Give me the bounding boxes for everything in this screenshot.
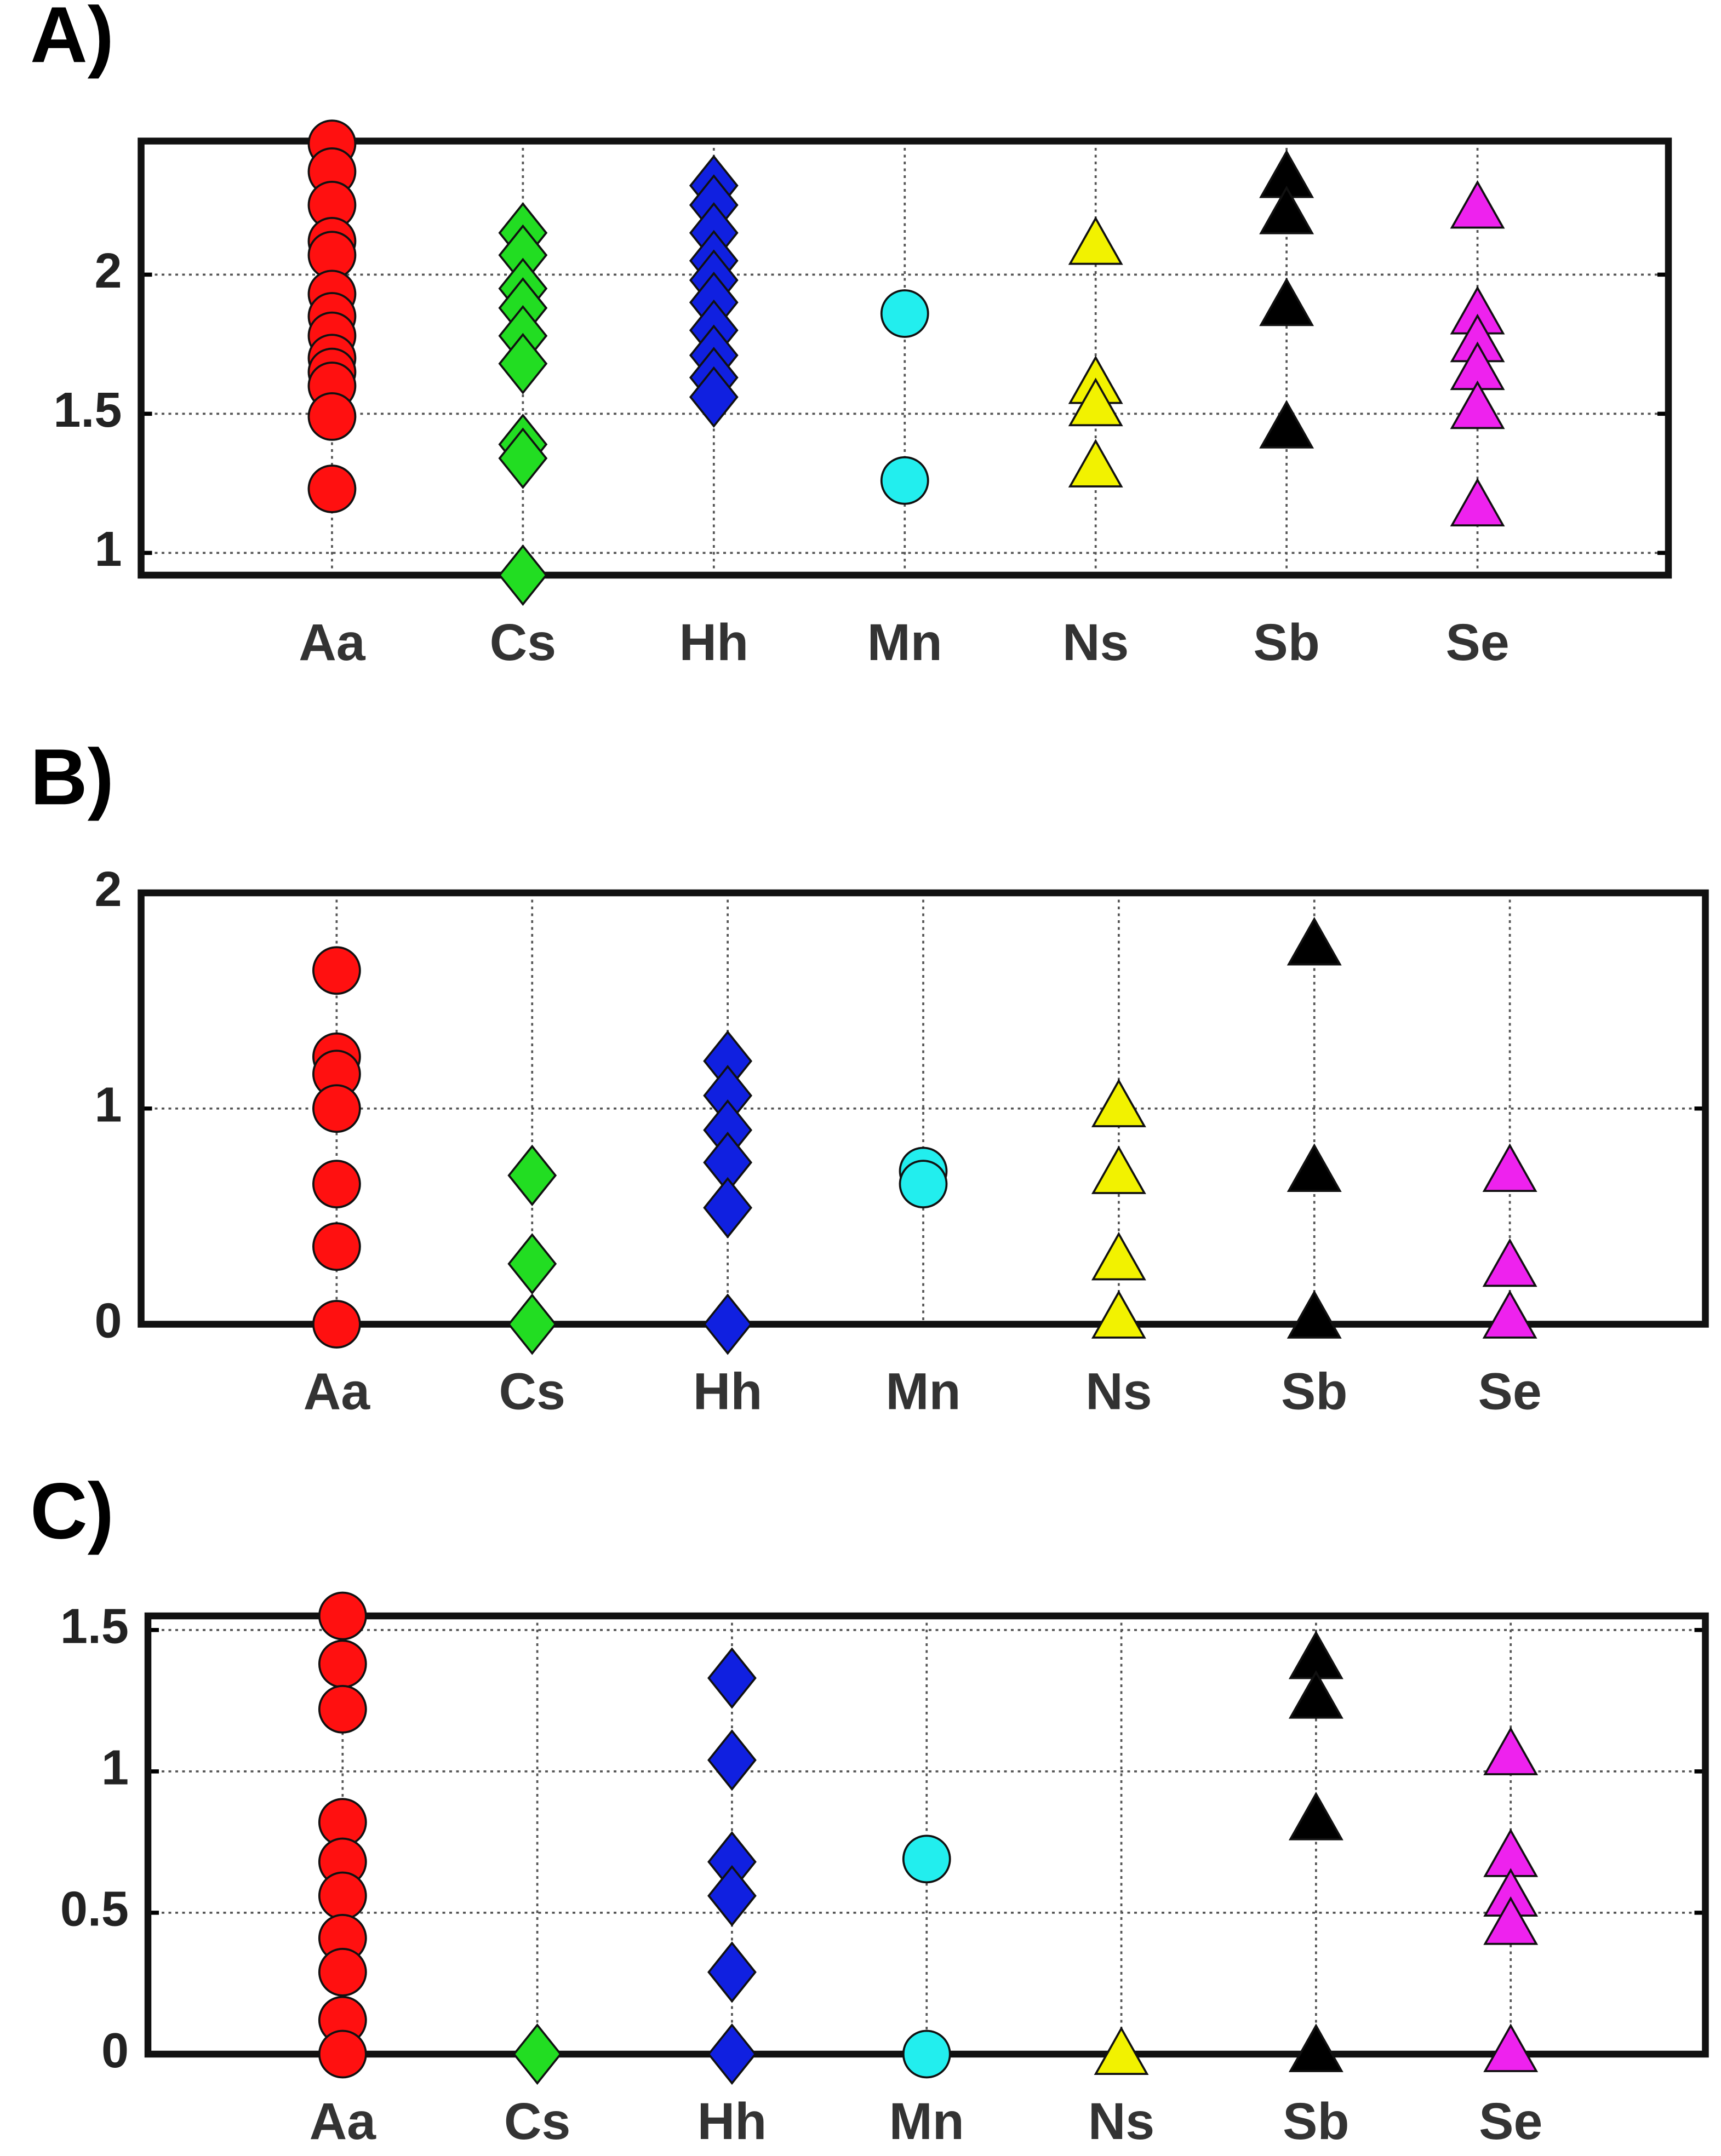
point (1483, 2023, 1539, 2072)
point (880, 289, 929, 338)
y-tick-label: 1 (101, 1741, 129, 1796)
point (318, 1947, 367, 1997)
point (307, 465, 357, 513)
point (1288, 2023, 1343, 2072)
point (1068, 216, 1123, 265)
point (312, 1084, 361, 1133)
point (1068, 377, 1123, 427)
point (1094, 2026, 1149, 2075)
x-tick-label: Mn (885, 1363, 960, 1421)
point (1287, 1290, 1342, 1339)
x-tick-label: Aa (299, 613, 366, 672)
x-tick-label: Sb (1281, 1363, 1347, 1421)
y-tick-label: 0 (101, 2023, 129, 2078)
x-tick-label: Cs (499, 1363, 565, 1421)
y-tick-label: 1 (94, 522, 122, 577)
plot-frame (138, 889, 1709, 1328)
x-tick-label: Ns (1085, 1363, 1152, 1421)
point (1287, 916, 1342, 966)
point (498, 332, 548, 395)
y-tick-label: 1.5 (53, 383, 122, 438)
point (498, 544, 548, 606)
x-tick-label: Aa (304, 1363, 371, 1421)
point (312, 946, 361, 995)
point (507, 1233, 557, 1295)
point (318, 1591, 367, 1641)
y-tick-label: 2 (94, 244, 122, 299)
x-tick-label: Ns (1088, 2092, 1154, 2151)
point (1287, 1143, 1342, 1192)
point (512, 2023, 562, 2085)
point (1450, 478, 1505, 526)
point (318, 2029, 367, 2079)
point (318, 1684, 367, 1734)
x-tick-label: Aa (310, 2092, 377, 2151)
point (1091, 1231, 1146, 1281)
point (902, 2029, 951, 2079)
point (1483, 1727, 1539, 1775)
point (1483, 1896, 1539, 1945)
x-tick-label: Ns (1062, 613, 1129, 672)
point (880, 456, 929, 505)
y-tick-label: 2 (94, 862, 122, 917)
point (703, 1177, 753, 1239)
x-tick-label: Cs (504, 2092, 570, 2151)
point (1482, 1290, 1537, 1339)
point (1259, 277, 1314, 326)
x-tick-label: Sb (1253, 613, 1319, 672)
y-tick-label: 1 (94, 1078, 122, 1133)
point (1482, 1143, 1537, 1192)
point (899, 1160, 948, 1208)
point (707, 1865, 757, 1927)
y-tick-label: 1.5 (60, 1599, 129, 1654)
point (707, 2023, 757, 2085)
panel-label: B) (30, 732, 114, 821)
x-tick-label: Se (1478, 1363, 1542, 1421)
x-tick-label: Se (1445, 613, 1509, 672)
plot-frame (138, 137, 1672, 579)
point (1288, 1792, 1343, 1840)
x-tick-label: Hh (697, 2092, 767, 2151)
point (707, 1941, 757, 2003)
panel-label: C) (30, 1466, 114, 1555)
point (1259, 400, 1314, 449)
point (318, 1871, 367, 1920)
point (498, 427, 548, 489)
point (318, 1639, 367, 1689)
point (1091, 1145, 1146, 1194)
point (707, 1729, 757, 1791)
x-tick-label: Se (1479, 2092, 1542, 2151)
point (1450, 180, 1505, 229)
x-tick-label: Mn (867, 613, 942, 672)
point (507, 1144, 557, 1206)
panel-label: A) (30, 0, 114, 79)
y-tick-label: 0 (94, 1293, 122, 1348)
point (507, 1293, 557, 1355)
y-tick-label: 0.5 (60, 1882, 129, 1937)
point (1288, 1670, 1343, 1719)
x-tick-label: Sb (1283, 2092, 1349, 2151)
point (1259, 186, 1314, 234)
x-tick-label: Hh (679, 613, 748, 672)
point (312, 1160, 361, 1208)
point (312, 1222, 361, 1271)
point (689, 366, 739, 428)
point (1091, 1079, 1146, 1127)
x-tick-label: Hh (693, 1363, 763, 1421)
point (902, 1834, 951, 1884)
point (1482, 1238, 1537, 1287)
x-tick-label: Cs (490, 613, 556, 672)
point (1450, 380, 1505, 429)
point (307, 392, 357, 441)
point (1091, 1290, 1146, 1339)
point (703, 1293, 753, 1355)
point (707, 1647, 757, 1709)
point (1068, 439, 1123, 488)
point (312, 1300, 361, 1349)
x-tick-label: Mn (889, 2092, 964, 2151)
